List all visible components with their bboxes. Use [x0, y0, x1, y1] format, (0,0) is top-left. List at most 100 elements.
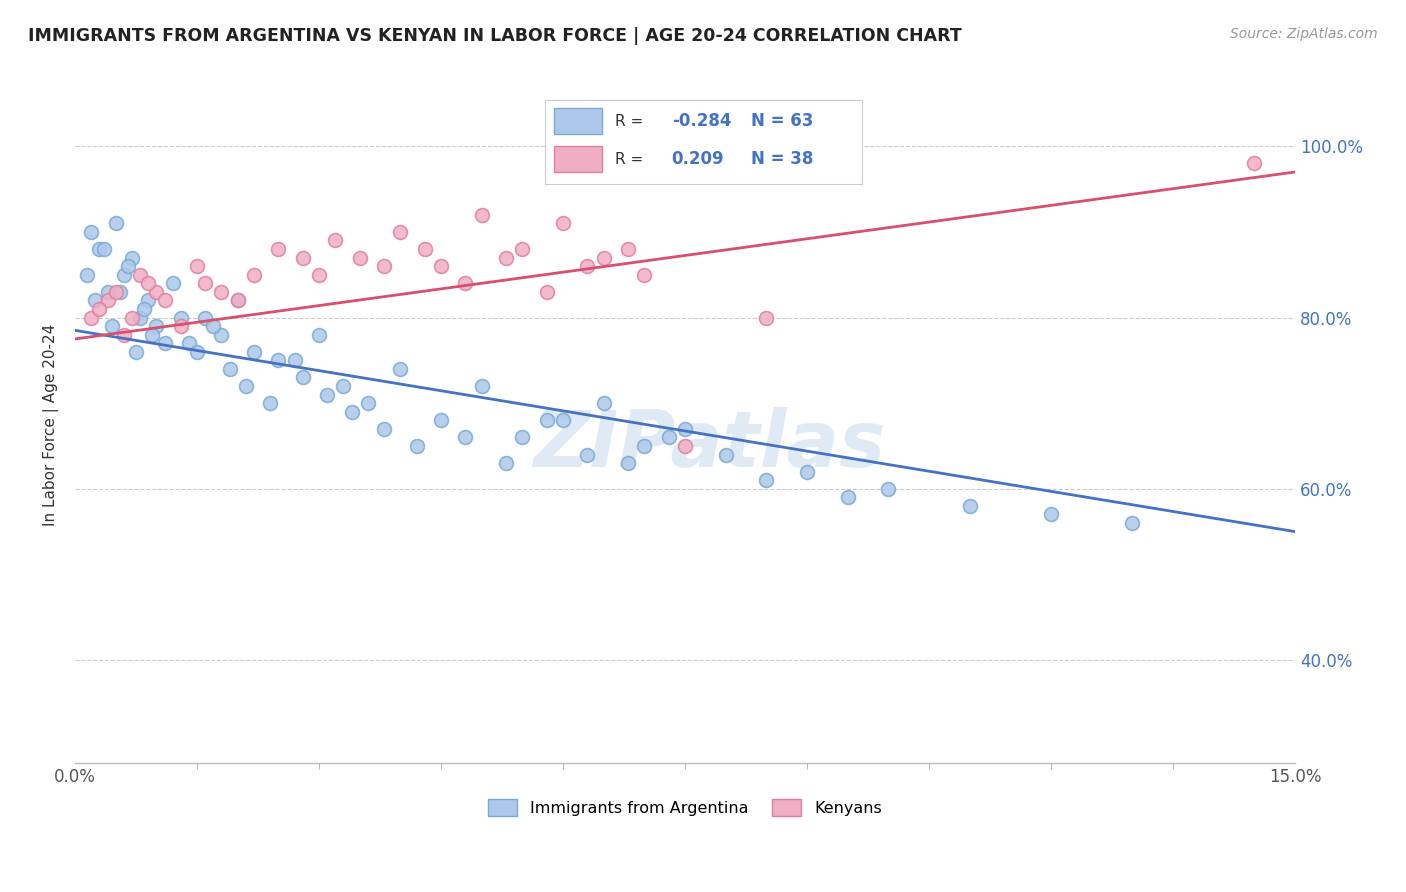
- Point: [592, 251, 614, 265]
- Point: [349, 251, 371, 265]
- Point: [617, 456, 640, 470]
- Point: [673, 422, 696, 436]
- Point: [536, 413, 558, 427]
- Point: [316, 387, 339, 401]
- Point: [100, 319, 122, 334]
- Point: [243, 344, 266, 359]
- Text: Source: ZipAtlas.com: Source: ZipAtlas.com: [1230, 27, 1378, 41]
- Point: [291, 370, 314, 384]
- Point: [218, 362, 240, 376]
- Point: [112, 327, 135, 342]
- Point: [430, 413, 453, 427]
- Point: [373, 422, 395, 436]
- Point: [104, 216, 127, 230]
- Point: [576, 259, 599, 273]
- Point: [97, 293, 120, 308]
- Point: [1243, 156, 1265, 170]
- Point: [714, 448, 737, 462]
- Point: [512, 242, 534, 256]
- Point: [617, 242, 640, 256]
- Point: [267, 242, 290, 256]
- Point: [454, 277, 477, 291]
- Point: [308, 268, 330, 282]
- Point: [80, 310, 103, 325]
- Point: [755, 310, 778, 325]
- Point: [389, 225, 412, 239]
- Point: [633, 268, 655, 282]
- Point: [512, 430, 534, 444]
- Point: [97, 285, 120, 299]
- Point: [259, 396, 281, 410]
- Point: [373, 259, 395, 273]
- Point: [112, 268, 135, 282]
- Point: [145, 285, 167, 299]
- Point: [136, 293, 159, 308]
- Point: [76, 268, 98, 282]
- Point: [536, 285, 558, 299]
- Point: [162, 277, 184, 291]
- Point: [125, 344, 148, 359]
- Point: [633, 439, 655, 453]
- Point: [170, 319, 193, 334]
- Point: [405, 439, 427, 453]
- Point: [340, 405, 363, 419]
- Point: [284, 353, 307, 368]
- Point: [389, 362, 412, 376]
- Point: [186, 259, 208, 273]
- Point: [121, 310, 143, 325]
- Point: [117, 259, 139, 273]
- Point: [153, 336, 176, 351]
- Point: [136, 277, 159, 291]
- Point: [291, 251, 314, 265]
- Point: [673, 439, 696, 453]
- Point: [89, 242, 111, 256]
- Point: [1040, 508, 1063, 522]
- Point: [332, 379, 354, 393]
- Point: [84, 293, 107, 308]
- Point: [170, 310, 193, 325]
- Point: [267, 353, 290, 368]
- Point: [308, 327, 330, 342]
- Point: [837, 491, 859, 505]
- Point: [134, 301, 156, 316]
- Point: [104, 285, 127, 299]
- Point: [357, 396, 380, 410]
- Point: [226, 293, 249, 308]
- Point: [194, 310, 217, 325]
- Point: [495, 251, 517, 265]
- Point: [454, 430, 477, 444]
- Point: [430, 259, 453, 273]
- Point: [576, 448, 599, 462]
- Point: [471, 379, 494, 393]
- Point: [1121, 516, 1143, 530]
- Point: [194, 277, 217, 291]
- Point: [755, 473, 778, 487]
- Point: [243, 268, 266, 282]
- Point: [551, 413, 574, 427]
- Point: [186, 344, 208, 359]
- Point: [93, 242, 115, 256]
- Point: [551, 216, 574, 230]
- Point: [177, 336, 200, 351]
- Legend: Immigrants from Argentina, Kenyans: Immigrants from Argentina, Kenyans: [482, 792, 889, 822]
- Point: [413, 242, 436, 256]
- Point: [226, 293, 249, 308]
- Point: [145, 319, 167, 334]
- Point: [877, 482, 900, 496]
- Point: [121, 251, 143, 265]
- Text: ZIPatlas: ZIPatlas: [533, 407, 886, 483]
- Point: [495, 456, 517, 470]
- Y-axis label: In Labor Force | Age 20-24: In Labor Force | Age 20-24: [44, 324, 59, 525]
- Point: [658, 430, 681, 444]
- Point: [202, 319, 225, 334]
- Text: IMMIGRANTS FROM ARGENTINA VS KENYAN IN LABOR FORCE | AGE 20-24 CORRELATION CHART: IMMIGRANTS FROM ARGENTINA VS KENYAN IN L…: [28, 27, 962, 45]
- Point: [796, 465, 818, 479]
- Point: [471, 208, 494, 222]
- Point: [959, 499, 981, 513]
- Point: [89, 301, 111, 316]
- Point: [325, 234, 347, 248]
- Point: [108, 285, 131, 299]
- Point: [153, 293, 176, 308]
- Point: [141, 327, 163, 342]
- Point: [80, 225, 103, 239]
